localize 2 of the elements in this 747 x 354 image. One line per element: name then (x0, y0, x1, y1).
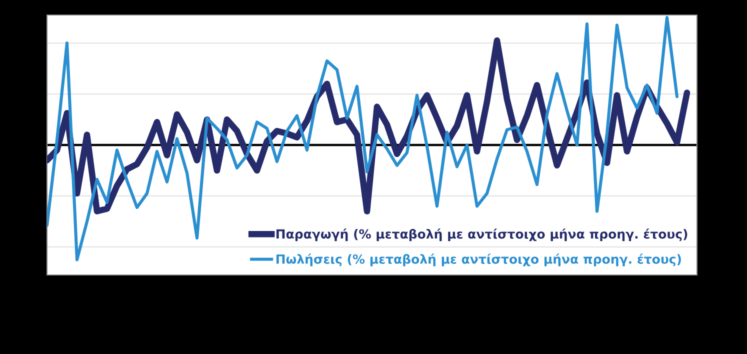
legend-label: Παραγωγή (% μεταβολή με αντίστοιχο μήνα προηγ. έτους) (276, 228, 688, 242)
legend-label: Πωλήσεις (% μεταβολή με αντίστοιχο μήνα προηγ. έτους) (276, 254, 681, 266)
